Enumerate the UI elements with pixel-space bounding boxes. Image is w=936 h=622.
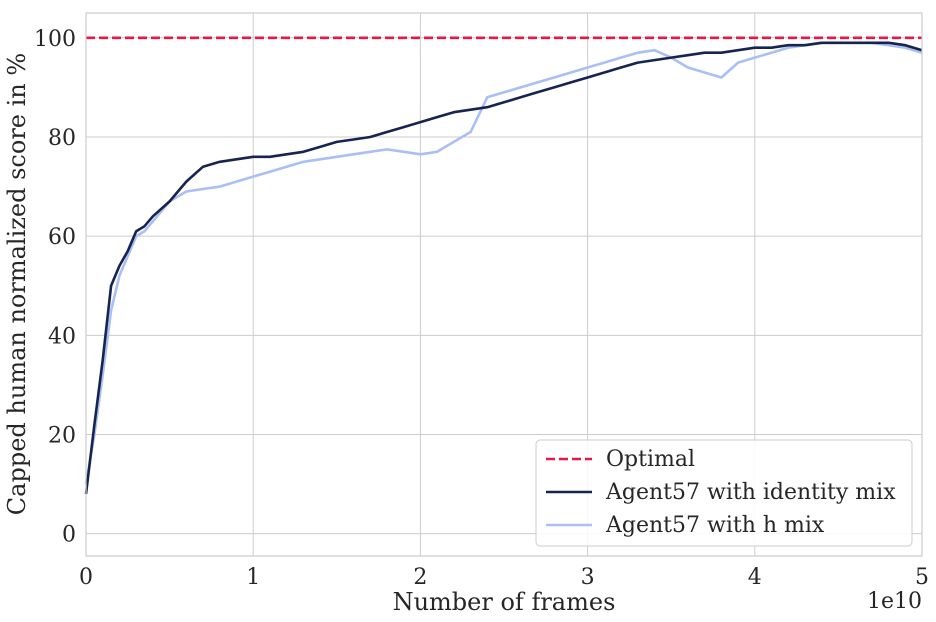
- y-tick-label: 80: [48, 126, 76, 151]
- y-axis-title: Capped human normalized score in %: [3, 53, 31, 515]
- y-tick-label: 40: [48, 324, 76, 349]
- series-layer: [84, 36, 923, 495]
- legend-label-optimal: Optimal: [606, 447, 695, 472]
- legend: Optimal Agent57 with identity mix Agent5…: [535, 439, 913, 547]
- x-tick-label: 2: [413, 565, 427, 590]
- y-tick-labels: 0 20 40 60 80 100: [34, 27, 76, 548]
- grid-lines: [85, 13, 923, 556]
- legend-label-h-mix: Agent57 with h mix: [605, 513, 825, 538]
- y-tick-label: 0: [62, 523, 76, 548]
- x-tick-label: 5: [915, 565, 929, 590]
- x-axis-title: Number of frames: [393, 588, 616, 616]
- y-tick-label: 20: [48, 424, 76, 449]
- legend-box: [535, 439, 913, 547]
- x-tick-label: 0: [79, 565, 93, 590]
- y-tick-label: 60: [48, 225, 76, 250]
- plot-frame: [85, 12, 923, 557]
- x-tick-label: 1: [246, 565, 260, 590]
- x-axis-offset-label: 1e10: [867, 589, 922, 614]
- x-tick-label: 3: [581, 565, 595, 590]
- y-tick-label: 100: [34, 27, 76, 52]
- x-tick-label: 4: [748, 565, 762, 590]
- legend-label-identity: Agent57 with identity mix: [605, 480, 896, 505]
- identity-mix-line: [84, 41, 923, 495]
- x-tick-labels: 0 1 2 3 4 5: [79, 565, 929, 590]
